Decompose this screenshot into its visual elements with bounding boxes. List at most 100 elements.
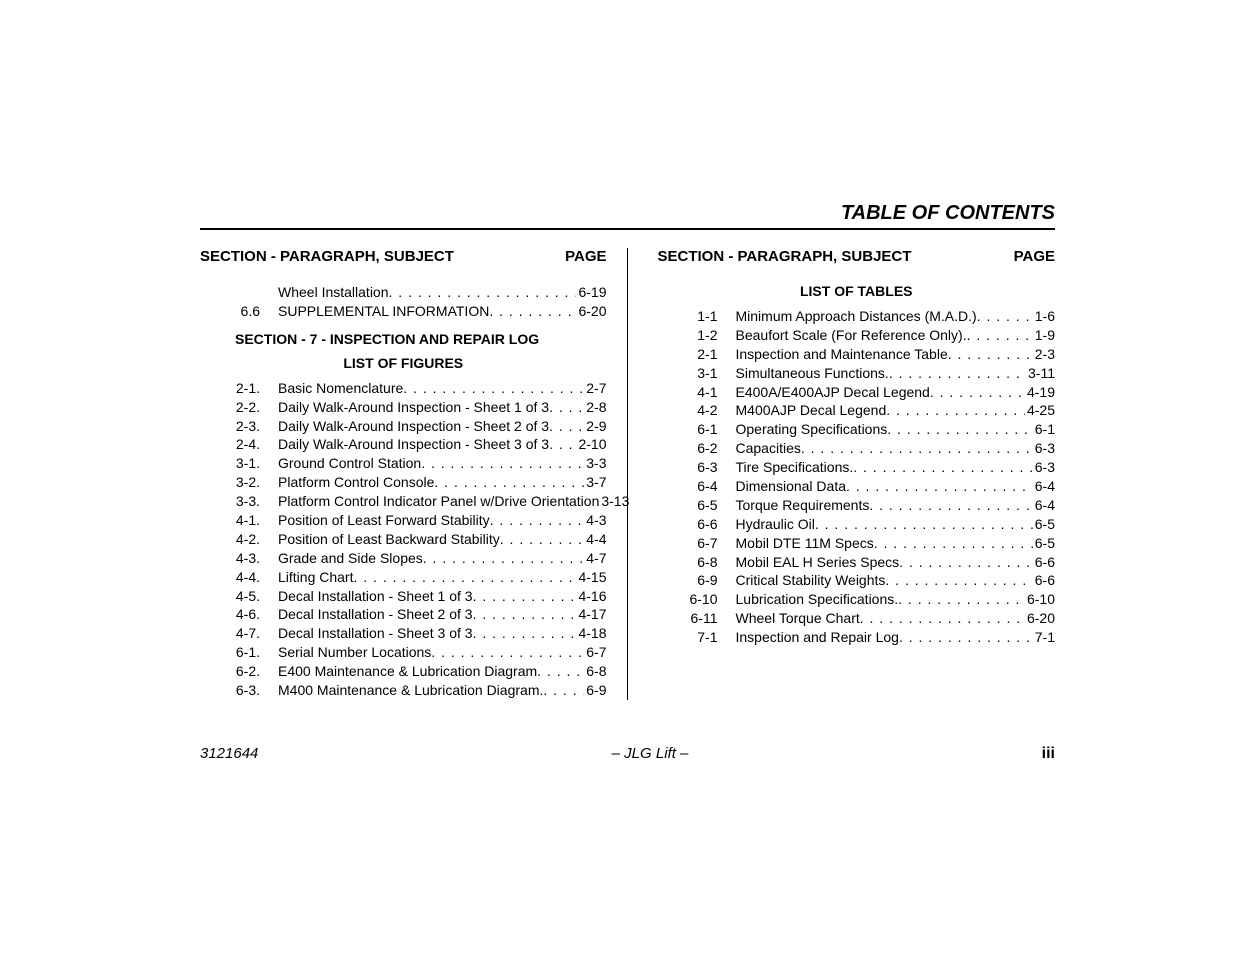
toc-row-leader bbox=[967, 326, 1033, 345]
toc-row-num: 4-4. bbox=[200, 568, 278, 587]
toc-row-page: 6-3 bbox=[1033, 439, 1055, 458]
toc-row-page: 6-5 bbox=[1033, 515, 1055, 534]
toc-row-page: 3-11 bbox=[1026, 364, 1055, 383]
toc-row-text: Position of Least Backward Stability bbox=[278, 530, 500, 549]
footer-left: 3121644 bbox=[200, 745, 258, 762]
toc-row-num: 6.6 bbox=[200, 302, 278, 321]
toc-row-text: Inspection and Maintenance Table bbox=[736, 345, 948, 364]
toc-row-leader bbox=[490, 511, 585, 530]
toc-row-page: 2-7 bbox=[584, 379, 606, 398]
toc-row: 2-3.Daily Walk-Around Inspection - Sheet… bbox=[200, 417, 607, 436]
toc-row: 6-6Hydraulic Oil6-5 bbox=[658, 515, 1056, 534]
toc-row-num: 4-2. bbox=[200, 530, 278, 549]
toc-row: 4-7.Decal Installation - Sheet 3 of 3 4-1… bbox=[200, 624, 607, 643]
toc-row-page: 4-18 bbox=[576, 624, 606, 643]
toc-row-leader bbox=[473, 587, 577, 606]
figures-heading: LIST OF FIGURES bbox=[200, 355, 607, 371]
toc-row: 6.6SUPPLEMENTAL INFORMATION6-20 bbox=[200, 302, 607, 321]
toc-row-text: M400AJP Decal Legend bbox=[736, 401, 887, 420]
toc-row: 3-3.Platform Control Indicator Panel w/D… bbox=[200, 492, 607, 511]
toc-row-num: 3-2. bbox=[200, 473, 278, 492]
toc-row-num: 7-1 bbox=[658, 628, 736, 647]
toc-row: 4-5.Decal Installation - Sheet 1 of 34-1… bbox=[200, 587, 607, 606]
toc-row-text: Minimum Approach Distances (M.A.D.) bbox=[736, 307, 977, 326]
toc-row-text: Tire Specifications. bbox=[736, 458, 854, 477]
toc-row-page: 2-8 bbox=[584, 398, 606, 417]
toc-row: 6-3Tire Specifications.6-3 bbox=[658, 458, 1056, 477]
toc-row: 7-1Inspection and Repair Log7-1 bbox=[658, 628, 1056, 647]
toc-row-page: 4-4 bbox=[584, 530, 606, 549]
toc-row-leader bbox=[421, 454, 584, 473]
toc-row-leader bbox=[889, 364, 1026, 383]
toc-row-text: Dimensional Data bbox=[736, 477, 847, 496]
toc-row-leader bbox=[403, 379, 584, 398]
toc-row: 6-1.Serial Number Locations6-7 bbox=[200, 643, 607, 662]
toc-row-num: 6-4 bbox=[658, 477, 736, 496]
col-header-right: PAGE bbox=[565, 248, 606, 265]
toc-row: 6-1Operating Specifications6-1 bbox=[658, 420, 1056, 439]
toc-row-num: 2-3. bbox=[200, 417, 278, 436]
toc-row: 6-7Mobil DTE 11M Specs6-5 bbox=[658, 534, 1056, 553]
toc-row-leader bbox=[473, 624, 577, 643]
toc-row-num: 2-2. bbox=[200, 398, 278, 417]
toc-row-page: 6-9 bbox=[584, 681, 606, 700]
toc-row-leader bbox=[543, 681, 584, 700]
toc-row-num: 4-7. bbox=[200, 624, 278, 643]
toc-row-num: 4-1. bbox=[200, 511, 278, 530]
toc-row: 6-11Wheel Torque Chart6-20 bbox=[658, 609, 1056, 628]
page-footer: 3121644 – JLG Lift – iii bbox=[200, 745, 1055, 763]
toc-row-page: 4-19 bbox=[1025, 383, 1055, 402]
toc-row: 6-5Torque Requirements6-4 bbox=[658, 496, 1056, 515]
tables-heading: LIST OF TABLES bbox=[658, 283, 1056, 299]
toc-row-page: 6-6 bbox=[1033, 553, 1055, 572]
toc-row-text: Operating Specifications bbox=[736, 420, 888, 439]
toc-row-page: 2-10 bbox=[576, 435, 606, 454]
toc-row: 6-9Critical Stability Weights6-6 bbox=[658, 571, 1056, 590]
toc-row-page: 6-4 bbox=[1033, 496, 1055, 515]
toc-row: 4-1E400A/E400AJP Decal Legend4-19 bbox=[658, 383, 1056, 402]
toc-row-text: Grade and Side Slopes bbox=[278, 549, 423, 568]
content-columns: SECTION - PARAGRAPH, SUBJECT PAGE Wheel … bbox=[200, 248, 1055, 700]
toc-row-num: 6-2. bbox=[200, 662, 278, 681]
toc-row-num: 6-3 bbox=[658, 458, 736, 477]
toc-row: Wheel Installation6-19 bbox=[200, 283, 607, 302]
toc-row-text: Lubrication Specifications. bbox=[736, 590, 899, 609]
toc-row-leader bbox=[887, 420, 1033, 439]
toc-row-leader bbox=[898, 590, 1025, 609]
toc-row-page: 3-13 bbox=[599, 492, 629, 511]
toc-row-page: 6-19 bbox=[576, 283, 606, 302]
toc-row-num: 2-4. bbox=[200, 435, 278, 454]
toc-row-leader bbox=[500, 530, 584, 549]
toc-row: 2-1Inspection and Maintenance Table2-3 bbox=[658, 345, 1056, 364]
toc-row-leader bbox=[815, 515, 1033, 534]
page-header-title: TABLE OF CONTENTS bbox=[841, 202, 1055, 225]
toc-row: 6-10Lubrication Specifications.6-10 bbox=[658, 590, 1056, 609]
toc-row-num: 6-1. bbox=[200, 643, 278, 662]
toc-row-num: 6-8 bbox=[658, 553, 736, 572]
toc-page: TABLE OF CONTENTS SECTION - PARAGRAPH, S… bbox=[0, 0, 1235, 954]
toc-row-leader bbox=[899, 553, 1033, 572]
toc-row-leader bbox=[977, 307, 1033, 326]
toc-row-text: Decal Installation - Sheet 3 of 3 bbox=[278, 624, 473, 643]
toc-row: 1-1Minimum Approach Distances (M.A.D.)1-… bbox=[658, 307, 1056, 326]
toc-row-leader bbox=[885, 571, 1032, 590]
toc-row: 2-1.Basic Nomenclature2-7 bbox=[200, 379, 607, 398]
toc-row-leader bbox=[389, 283, 577, 302]
toc-row: 6-2.E400 Maintenance & Lubrication Diagr… bbox=[200, 662, 607, 681]
toc-row: 2-4.Daily Walk-Around Inspection - Sheet… bbox=[200, 435, 607, 454]
toc-row-text: Hydraulic Oil bbox=[736, 515, 815, 534]
toc-row: 4-6.Decal Installation - Sheet 2 of 34-1… bbox=[200, 605, 607, 624]
toc-row-num: 6-2 bbox=[658, 439, 736, 458]
toc-row-num: 6-7 bbox=[658, 534, 736, 553]
col-header-left: SECTION - PARAGRAPH, SUBJECT bbox=[658, 248, 912, 265]
toc-row-text: E400A/E400AJP Decal Legend bbox=[736, 383, 930, 402]
toc-row-leader bbox=[423, 549, 585, 568]
toc-row-leader bbox=[899, 628, 1033, 647]
toc-row-num: 3-1 bbox=[658, 364, 736, 383]
toc-row-leader bbox=[869, 496, 1032, 515]
toc-row: 4-2M400AJP Decal Legend4-25 bbox=[658, 401, 1056, 420]
toc-row-leader bbox=[353, 568, 576, 587]
toc-row: 6-4Dimensional Data6-4 bbox=[658, 477, 1056, 496]
toc-row-page: 7-1 bbox=[1033, 628, 1055, 647]
right-column: SECTION - PARAGRAPH, SUBJECT PAGE LIST O… bbox=[628, 248, 1056, 700]
